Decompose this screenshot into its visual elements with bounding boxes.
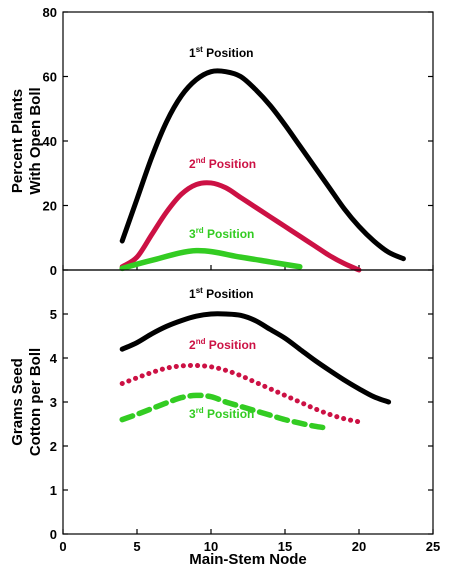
y-tick-label: 3 [50,395,57,410]
series-label-3: 3rd Position [189,226,254,241]
top-panel: 0 20 40 60 80 1st Position 2nd Position 3rd Po… [9,5,434,278]
y-tick-label: 5 [50,307,57,322]
y-tick-label: 0 [50,263,57,278]
series-label-1: 1st Position [189,45,253,60]
y-tick-label: 80 [43,5,57,20]
y-tick-label: 1 [50,483,57,498]
series-label-2: 2nd Position [189,156,256,171]
bottom-y-ticks: 0 1 2 3 4 5 [50,307,433,542]
y-tick-label: 60 [43,70,57,85]
y-tick-label: 20 [43,199,57,214]
top-y-axis-label-line-2: With Open Boll [27,87,44,194]
series-line-1 [119,311,392,405]
bottom-y-axis-label-line-1: Grams Seed [9,358,26,446]
bottom-series-labels: 1st Position 2nd Position 3rd Position [189,286,256,421]
y-tick-label: 2 [50,439,57,454]
series-line-1 [119,68,406,262]
x-axis-label: Main-Stem Node [189,551,307,568]
y-tick-label: 40 [43,134,57,149]
x-tick-label: 0 [59,539,66,554]
bottom-panel: 0 1 2 3 4 5 0 5 10 15 20 25 1st Position 2nd Positi… [9,269,440,568]
x-tick-label: 25 [426,539,440,554]
y-tick-label: 0 [50,527,57,542]
x-tick-label: 10 [204,539,218,554]
series-line-2 [119,180,362,273]
x-tick-label: 15 [278,539,292,554]
bottom-x-ticks: 0 5 10 15 20 25 [59,529,440,554]
top-y-axis-label-line-1: Percent Plants [9,89,26,193]
series-label-2: 2nd Position [189,337,256,352]
series-line-3 [119,392,333,432]
series-label-1: 1st Position [189,286,253,301]
x-tick-label: 20 [352,539,366,554]
bottom-y-axis-label-line-2: Cotton per Boll [27,348,44,456]
series-line-3 [119,247,303,272]
top-series-labels: 1st Position 2nd Position 3rd Position [189,45,256,241]
y-tick-label: 4 [50,351,58,366]
bottom-plot-frame [62,269,434,535]
series-label-3: 3rd Position [189,406,254,421]
top-series-group [119,68,406,273]
x-tick-label: 5 [133,539,140,554]
bottom-series-group [119,311,392,432]
series-line-2 [119,362,362,425]
